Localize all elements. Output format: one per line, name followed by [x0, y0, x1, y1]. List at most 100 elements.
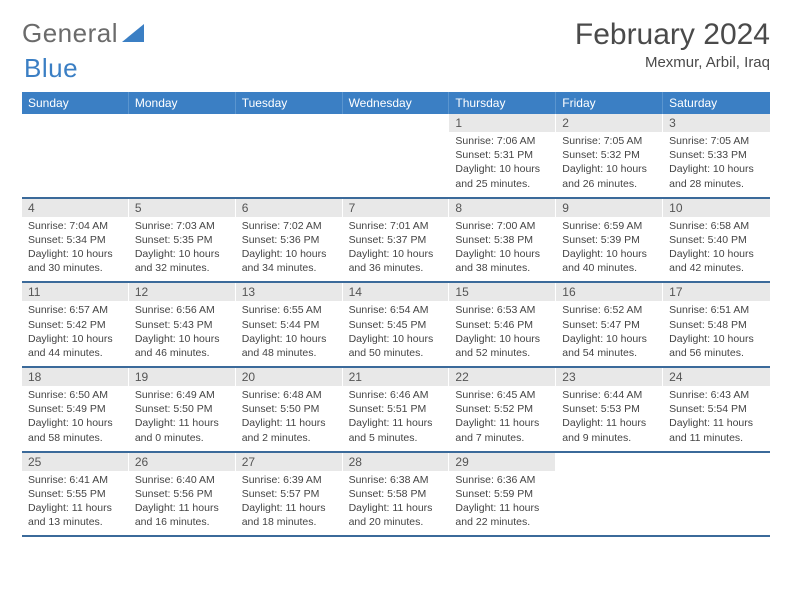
day-body: Sunrise: 6:36 AMSunset: 5:59 PMDaylight:… [449, 471, 555, 536]
sunset-text: Sunset: 5:54 PM [669, 402, 764, 416]
day-body: Sunrise: 6:51 AMSunset: 5:48 PMDaylight:… [663, 301, 770, 366]
sunrise-text: Sunrise: 6:41 AM [28, 473, 122, 487]
day-cell: 17Sunrise: 6:51 AMSunset: 5:48 PMDayligh… [663, 283, 770, 366]
calendar-page: General February 2024 Mexmur, Arbil, Ira… [0, 0, 792, 555]
day-body: Sunrise: 7:05 AMSunset: 5:32 PMDaylight:… [556, 132, 662, 197]
day-number: 8 [449, 199, 555, 217]
day-body: Sunrise: 6:41 AMSunset: 5:55 PMDaylight:… [22, 471, 128, 536]
daylight-text: Daylight: 10 hours and 40 minutes. [562, 247, 656, 275]
week-row: 1Sunrise: 7:06 AMSunset: 5:31 PMDaylight… [22, 114, 770, 199]
day-cell [343, 114, 450, 197]
week-row: 25Sunrise: 6:41 AMSunset: 5:55 PMDayligh… [22, 453, 770, 538]
logo-text-part1: General [22, 18, 118, 49]
weekday-sat: Saturday [663, 92, 770, 114]
logo-text-part2: Blue [24, 53, 78, 84]
day-cell: 7Sunrise: 7:01 AMSunset: 5:37 PMDaylight… [343, 199, 450, 282]
daylight-text: Daylight: 10 hours and 56 minutes. [669, 332, 764, 360]
day-number: 13 [236, 283, 342, 301]
day-number: 11 [22, 283, 128, 301]
daylight-text: Daylight: 10 hours and 34 minutes. [242, 247, 336, 275]
day-cell: 26Sunrise: 6:40 AMSunset: 5:56 PMDayligh… [129, 453, 236, 536]
sunset-text: Sunset: 5:50 PM [242, 402, 336, 416]
day-body: Sunrise: 7:00 AMSunset: 5:38 PMDaylight:… [449, 217, 555, 282]
day-cell: 1Sunrise: 7:06 AMSunset: 5:31 PMDaylight… [449, 114, 556, 197]
day-cell: 12Sunrise: 6:56 AMSunset: 5:43 PMDayligh… [129, 283, 236, 366]
sunset-text: Sunset: 5:55 PM [28, 487, 122, 501]
day-body: Sunrise: 6:49 AMSunset: 5:50 PMDaylight:… [129, 386, 235, 451]
sunrise-text: Sunrise: 6:53 AM [455, 303, 549, 317]
day-cell: 5Sunrise: 7:03 AMSunset: 5:35 PMDaylight… [129, 199, 236, 282]
day-cell [236, 114, 343, 197]
day-body: Sunrise: 6:56 AMSunset: 5:43 PMDaylight:… [129, 301, 235, 366]
day-number: 12 [129, 283, 235, 301]
sunrise-text: Sunrise: 6:57 AM [28, 303, 122, 317]
sunrise-text: Sunrise: 7:02 AM [242, 219, 336, 233]
sunrise-text: Sunrise: 6:55 AM [242, 303, 336, 317]
weeks-container: 1Sunrise: 7:06 AMSunset: 5:31 PMDaylight… [22, 114, 770, 537]
weekday-mon: Monday [129, 92, 236, 114]
week-row: 18Sunrise: 6:50 AMSunset: 5:49 PMDayligh… [22, 368, 770, 453]
daylight-text: Daylight: 10 hours and 54 minutes. [562, 332, 656, 360]
sunset-text: Sunset: 5:49 PM [28, 402, 122, 416]
day-number: 19 [129, 368, 235, 386]
sunrise-text: Sunrise: 7:05 AM [562, 134, 656, 148]
sunrise-text: Sunrise: 6:48 AM [242, 388, 336, 402]
sunset-text: Sunset: 5:57 PM [242, 487, 336, 501]
day-body: Sunrise: 6:54 AMSunset: 5:45 PMDaylight:… [343, 301, 449, 366]
day-body: Sunrise: 6:55 AMSunset: 5:44 PMDaylight:… [236, 301, 342, 366]
sunset-text: Sunset: 5:56 PM [135, 487, 229, 501]
day-number: 28 [343, 453, 449, 471]
sunset-text: Sunset: 5:53 PM [562, 402, 656, 416]
daylight-text: Daylight: 10 hours and 26 minutes. [562, 162, 656, 190]
weekday-thu: Thursday [449, 92, 556, 114]
day-body: Sunrise: 7:02 AMSunset: 5:36 PMDaylight:… [236, 217, 342, 282]
daylight-text: Daylight: 11 hours and 13 minutes. [28, 501, 122, 529]
daylight-text: Daylight: 10 hours and 58 minutes. [28, 416, 122, 444]
day-number: 3 [663, 114, 770, 132]
sunrise-text: Sunrise: 6:40 AM [135, 473, 229, 487]
day-body: Sunrise: 7:05 AMSunset: 5:33 PMDaylight:… [663, 132, 770, 197]
sunset-text: Sunset: 5:46 PM [455, 318, 549, 332]
sunset-text: Sunset: 5:31 PM [455, 148, 549, 162]
weekday-wed: Wednesday [343, 92, 450, 114]
day-cell: 10Sunrise: 6:58 AMSunset: 5:40 PMDayligh… [663, 199, 770, 282]
sunset-text: Sunset: 5:47 PM [562, 318, 656, 332]
calendar: Sunday Monday Tuesday Wednesday Thursday… [22, 92, 770, 537]
day-cell [22, 114, 129, 197]
daylight-text: Daylight: 11 hours and 18 minutes. [242, 501, 336, 529]
day-cell: 14Sunrise: 6:54 AMSunset: 5:45 PMDayligh… [343, 283, 450, 366]
daylight-text: Daylight: 11 hours and 5 minutes. [349, 416, 443, 444]
day-cell: 25Sunrise: 6:41 AMSunset: 5:55 PMDayligh… [22, 453, 129, 536]
weekday-fri: Friday [556, 92, 663, 114]
sunrise-text: Sunrise: 6:36 AM [455, 473, 549, 487]
sunrise-text: Sunrise: 6:52 AM [562, 303, 656, 317]
day-cell: 19Sunrise: 6:49 AMSunset: 5:50 PMDayligh… [129, 368, 236, 451]
daylight-text: Daylight: 10 hours and 28 minutes. [669, 162, 764, 190]
sunrise-text: Sunrise: 7:06 AM [455, 134, 549, 148]
day-number: 17 [663, 283, 770, 301]
day-body: Sunrise: 7:04 AMSunset: 5:34 PMDaylight:… [22, 217, 128, 282]
day-cell: 29Sunrise: 6:36 AMSunset: 5:59 PMDayligh… [449, 453, 556, 536]
day-cell: 13Sunrise: 6:55 AMSunset: 5:44 PMDayligh… [236, 283, 343, 366]
daylight-text: Daylight: 11 hours and 9 minutes. [562, 416, 656, 444]
day-number: 23 [556, 368, 662, 386]
day-body: Sunrise: 6:46 AMSunset: 5:51 PMDaylight:… [343, 386, 449, 451]
sunset-text: Sunset: 5:40 PM [669, 233, 764, 247]
sunset-text: Sunset: 5:38 PM [455, 233, 549, 247]
day-cell: 24Sunrise: 6:43 AMSunset: 5:54 PMDayligh… [663, 368, 770, 451]
daylight-text: Daylight: 10 hours and 30 minutes. [28, 247, 122, 275]
day-body: Sunrise: 6:53 AMSunset: 5:46 PMDaylight:… [449, 301, 555, 366]
title-block: February 2024 Mexmur, Arbil, Iraq [575, 18, 770, 71]
daylight-text: Daylight: 11 hours and 16 minutes. [135, 501, 229, 529]
weekday-sun: Sunday [22, 92, 129, 114]
day-number: 9 [556, 199, 662, 217]
day-number: 27 [236, 453, 342, 471]
day-cell [556, 453, 663, 536]
day-number: 16 [556, 283, 662, 301]
daylight-text: Daylight: 11 hours and 0 minutes. [135, 416, 229, 444]
day-number: 24 [663, 368, 770, 386]
day-body: Sunrise: 6:59 AMSunset: 5:39 PMDaylight:… [556, 217, 662, 282]
day-body: Sunrise: 7:06 AMSunset: 5:31 PMDaylight:… [449, 132, 555, 197]
sunrise-text: Sunrise: 6:43 AM [669, 388, 764, 402]
sunset-text: Sunset: 5:58 PM [349, 487, 443, 501]
